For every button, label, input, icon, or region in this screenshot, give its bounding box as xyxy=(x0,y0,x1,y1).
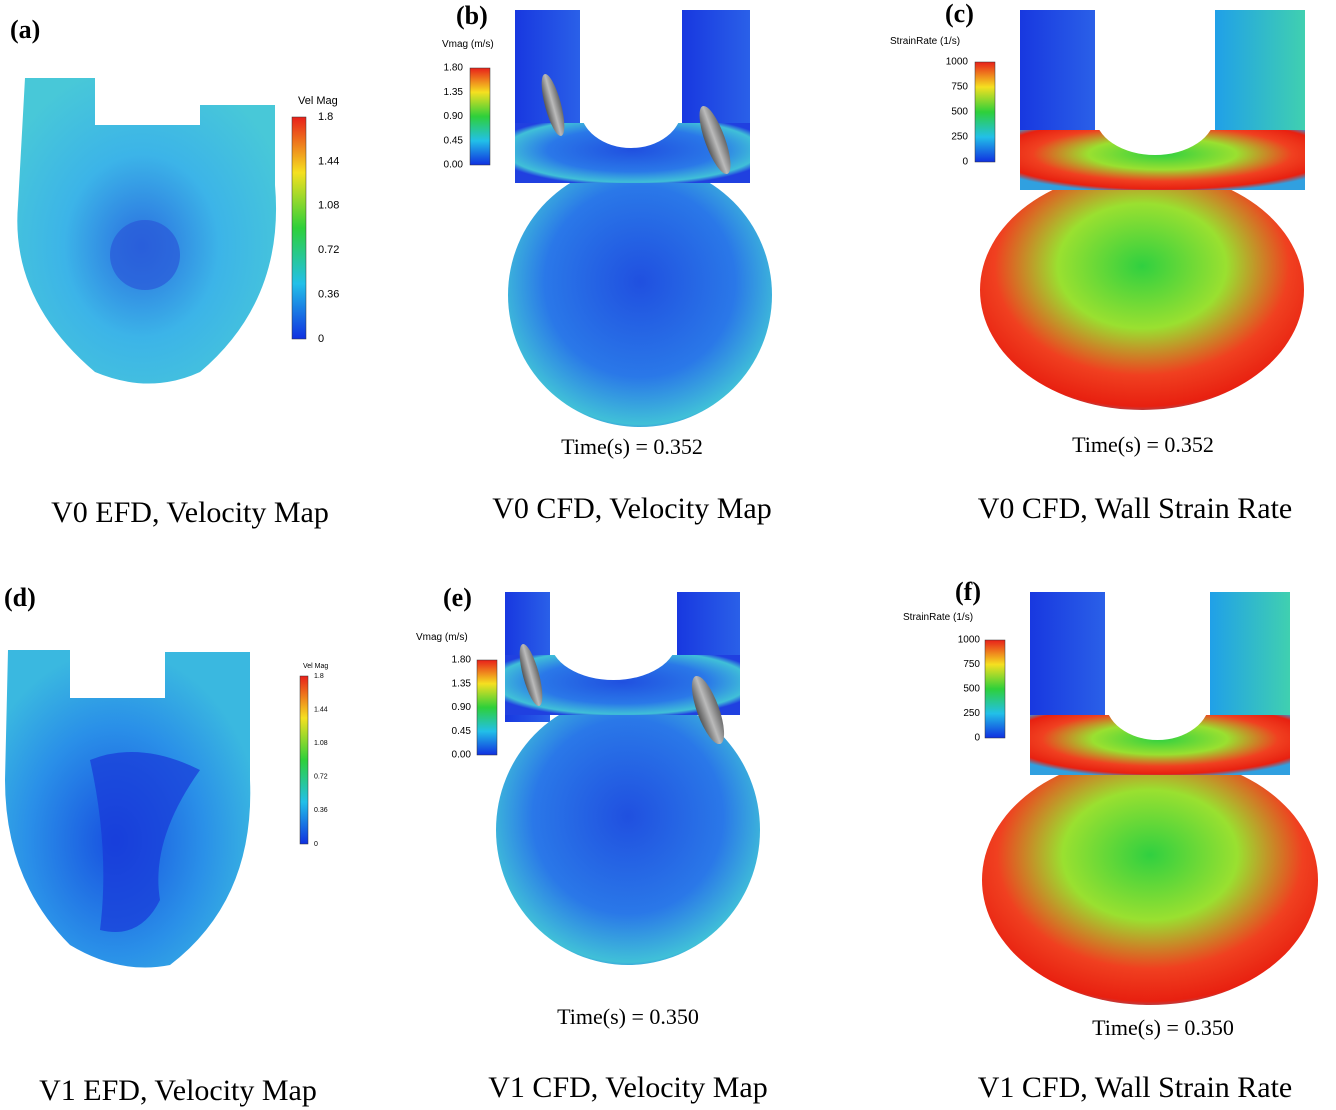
colorbar-tick-label: 1.80 xyxy=(444,63,464,74)
panel: (c) V0 CFD, Wall Strain Rate Time(s) = 0.3… xyxy=(890,0,1305,525)
colorbar-tick-label: 1.44 xyxy=(314,706,328,713)
caption: V1 CFD, Wall Strain Rate xyxy=(978,1071,1293,1104)
caption: V1 CFD, Velocity Map xyxy=(488,1071,767,1104)
panel: (d) V1 EFD, Velocity Map Vel Mag 1.8 1.44 1.0… xyxy=(4,583,328,1107)
colorbar-tick-label: 1.08 xyxy=(318,200,339,212)
colorbar-tick-label: 0.90 xyxy=(444,111,464,122)
colorbar-tick-label: 750 xyxy=(951,82,968,93)
chamber-top-notch xyxy=(550,600,677,680)
panel: (e) V1 CFD, Velocity Map Time(s) = 0.350 Vm… xyxy=(416,583,768,1104)
colorbar-tick-label: 0 xyxy=(318,333,324,345)
chamber-top-notch xyxy=(1105,660,1210,740)
colorbar-tick-label: 0.36 xyxy=(318,289,339,301)
colorbar xyxy=(470,68,490,165)
panel-label: (c) xyxy=(945,0,974,28)
colorbar xyxy=(975,62,995,162)
colorbar-tick-label: 0.00 xyxy=(444,160,464,171)
colorbar-tick-label: 1000 xyxy=(946,57,969,68)
figure: (a) V0 EFD, Velocity Map Vel Mag 1.8 1.44 1.0… xyxy=(0,0,1336,1110)
colorbar xyxy=(477,660,497,755)
colorbar-tick-label: 1.35 xyxy=(444,87,464,98)
colorbar-tick-label: 250 xyxy=(963,708,980,719)
colorbar-title: Vel Mag xyxy=(303,663,328,670)
colorbar-tick-label: 1000 xyxy=(958,635,981,646)
caption: V0 CFD, Velocity Map xyxy=(492,492,771,525)
colorbar xyxy=(292,117,306,339)
colorbar-title: Vmag (m/s) xyxy=(442,39,494,50)
colorbar-title: Vmag (m/s) xyxy=(416,632,468,643)
colorbar-tick-label: 0.45 xyxy=(452,726,472,737)
colorbar-tick-label: 0.45 xyxy=(444,135,464,146)
colorbar-tick-label: 1.80 xyxy=(452,655,472,666)
colorbar-title: StrainRate (1/s) xyxy=(890,36,960,47)
chamber-top-notch xyxy=(1095,75,1215,155)
colorbar-tick-label: 0.72 xyxy=(318,244,339,256)
panel-label: (b) xyxy=(456,1,488,30)
colorbar xyxy=(300,676,308,844)
panel: (b) V0 CFD, Velocity Map Time(s) = 0.352 Vm… xyxy=(442,1,772,525)
panel-label: (d) xyxy=(4,583,36,612)
colorbar-tick-label: 0 xyxy=(962,157,968,168)
pipe xyxy=(1030,592,1105,732)
panel: (f) V1 CFD, Wall Strain Rate Time(s) = 0.3… xyxy=(903,577,1318,1104)
colorbar-tick-label: 1.08 xyxy=(314,740,328,747)
chamber xyxy=(982,755,1318,1005)
colorbar-tick-label: 0.00 xyxy=(452,750,472,761)
colorbar-tick-label: 0.72 xyxy=(314,774,328,781)
colorbar-tick-label: 250 xyxy=(951,132,968,143)
colorbar-tick-label: 0 xyxy=(974,733,980,744)
colorbar-tick-label: 0 xyxy=(314,841,318,848)
panel-label: (f) xyxy=(955,577,981,606)
chamber xyxy=(980,170,1304,410)
colorbar-title: StrainRate (1/s) xyxy=(903,612,973,623)
colorbar-tick-label: 1.44 xyxy=(318,155,339,167)
pipe xyxy=(1210,592,1290,732)
panel-label: (a) xyxy=(10,15,40,44)
colorbar-title: Vel Mag xyxy=(298,95,338,107)
colorbar-tick-label: 1.8 xyxy=(318,111,333,123)
caption: V0 EFD, Velocity Map xyxy=(51,496,329,529)
colorbar xyxy=(985,640,1005,738)
colorbar-tick-label: 0.36 xyxy=(314,807,328,814)
chamber xyxy=(508,163,772,427)
colorbar-tick-label: 1.8 xyxy=(314,673,324,680)
time-label: Time(s) = 0.350 xyxy=(1092,1015,1234,1040)
colorbar-tick-label: 750 xyxy=(963,659,980,670)
colorbar-tick-label: 0.90 xyxy=(452,702,472,713)
time-label: Time(s) = 0.350 xyxy=(557,1004,699,1029)
panel: (a) V0 EFD, Velocity Map Vel Mag 1.8 1.44 1.0… xyxy=(10,15,339,529)
colorbar-tick-label: 500 xyxy=(963,684,980,695)
chamber-top-notch xyxy=(580,68,682,148)
caption: V1 EFD, Velocity Map xyxy=(39,1074,317,1107)
colorbar-tick-label: 1.35 xyxy=(452,678,472,689)
colorbar-tick-label: 500 xyxy=(951,107,968,118)
panel-label: (e) xyxy=(443,583,472,612)
time-label: Time(s) = 0.352 xyxy=(1072,432,1214,457)
vortex xyxy=(110,220,180,290)
caption: V0 CFD, Wall Strain Rate xyxy=(978,492,1293,525)
time-label: Time(s) = 0.352 xyxy=(561,434,703,459)
